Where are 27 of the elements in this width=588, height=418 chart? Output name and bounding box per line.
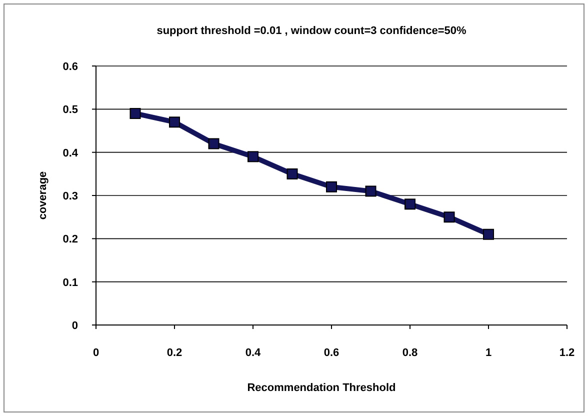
point bbox=[365, 186, 376, 197]
y-axis-title: coverage bbox=[37, 171, 49, 220]
x-tick-label: 1 bbox=[485, 347, 492, 359]
point bbox=[326, 181, 337, 192]
x-axis-title: Recommendation Threshold bbox=[247, 382, 396, 394]
point bbox=[169, 116, 180, 128]
point bbox=[130, 108, 141, 119]
point bbox=[483, 228, 494, 240]
y-tick-label: 0.1 bbox=[62, 276, 78, 289]
chart-title: support threshold =0.01 , window count=3 confidence=50% bbox=[156, 25, 467, 37]
x-tick-label: 0.8 bbox=[402, 347, 418, 359]
point bbox=[248, 151, 258, 162]
x-tick-label: 0.6 bbox=[324, 347, 340, 359]
point bbox=[404, 198, 416, 210]
point bbox=[444, 212, 455, 223]
y-tick-label: 0 bbox=[72, 320, 78, 332]
y-tick-label: 0.3 bbox=[62, 190, 78, 202]
point bbox=[208, 138, 220, 150]
y-tick-label: 0.6 bbox=[62, 61, 78, 73]
point bbox=[286, 168, 298, 180]
x-tick-label: 0.2 bbox=[166, 347, 182, 359]
x-tick-label: 0 bbox=[92, 347, 100, 359]
y-tick-label: 0.5 bbox=[62, 104, 78, 116]
x-tick-label: 0.4 bbox=[245, 347, 262, 359]
x-tick-label: 1.2 bbox=[559, 347, 575, 359]
y-tick-label: 0.2 bbox=[62, 234, 78, 246]
y-tick-label: 0.4 bbox=[62, 147, 79, 160]
